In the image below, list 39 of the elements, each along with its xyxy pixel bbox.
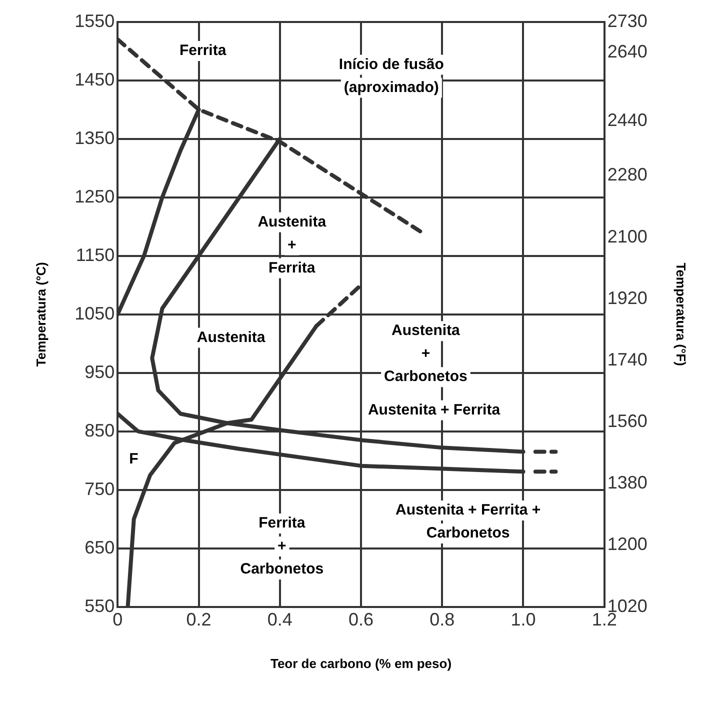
x-tick-label: 0.4 [267,610,292,630]
y-tick-label: 1550 [74,10,115,31]
annotation: Início de fusão (aproximado) [338,56,444,96]
y2-tick-label: 2640 [607,42,648,62]
annotation: F [129,450,138,468]
y-tick-label: 850 [84,420,115,440]
x-tick-label: 0 [112,610,123,630]
y-tick-label: 750 [84,478,115,499]
y2-tick-label: 2440 [607,110,648,130]
y-tick-label: 1150 [76,244,115,265]
annotation: Ferrita + Carbonetos [240,514,324,578]
annotation: Ferrita [179,42,227,60]
y2-tick-label: 1380 [607,472,648,493]
y2-tick-label: 1200 [607,534,648,554]
y2-tick-label: 1740 [607,349,648,370]
y-tick-label: 1050 [74,303,115,324]
x-tick-label: 1.0 [510,610,536,630]
y2-axis-title: Temperatura (°F) [674,262,689,366]
x-tick-label: 0.8 [430,610,455,630]
y2-tick-label: 2730 [607,10,648,31]
annotation: Austenita + Ferrita [258,213,327,276]
y2-tick-label: 2280 [607,164,648,185]
annotation: Austenita + Ferrita [368,401,501,418]
y-tick-label: 1350 [74,128,115,148]
y2-tick-label: 1920 [607,288,648,308]
annotation: Austenita + Carbonetos [384,322,468,386]
y2-tick-label: 1560 [607,411,648,432]
y-axis-title: Temperatura (°C) [33,262,48,367]
y-tick-label: 1250 [74,186,115,206]
annotation: Austenita [196,328,266,346]
x-tick-label: 0.6 [348,610,374,630]
x-tick-label: 0.2 [186,610,212,630]
annotation: Austenita + Ferrita + Carbonetos [396,502,541,542]
y-tick-label: 950 [84,362,115,382]
y-tick-label: 650 [84,537,115,558]
y-tick-label: 1450 [74,69,115,90]
x-axis-title: Teor de carbono (% em peso) [270,656,452,671]
y2-tick-label: 2100 [607,226,648,246]
y-tick-label: 550 [84,596,115,616]
